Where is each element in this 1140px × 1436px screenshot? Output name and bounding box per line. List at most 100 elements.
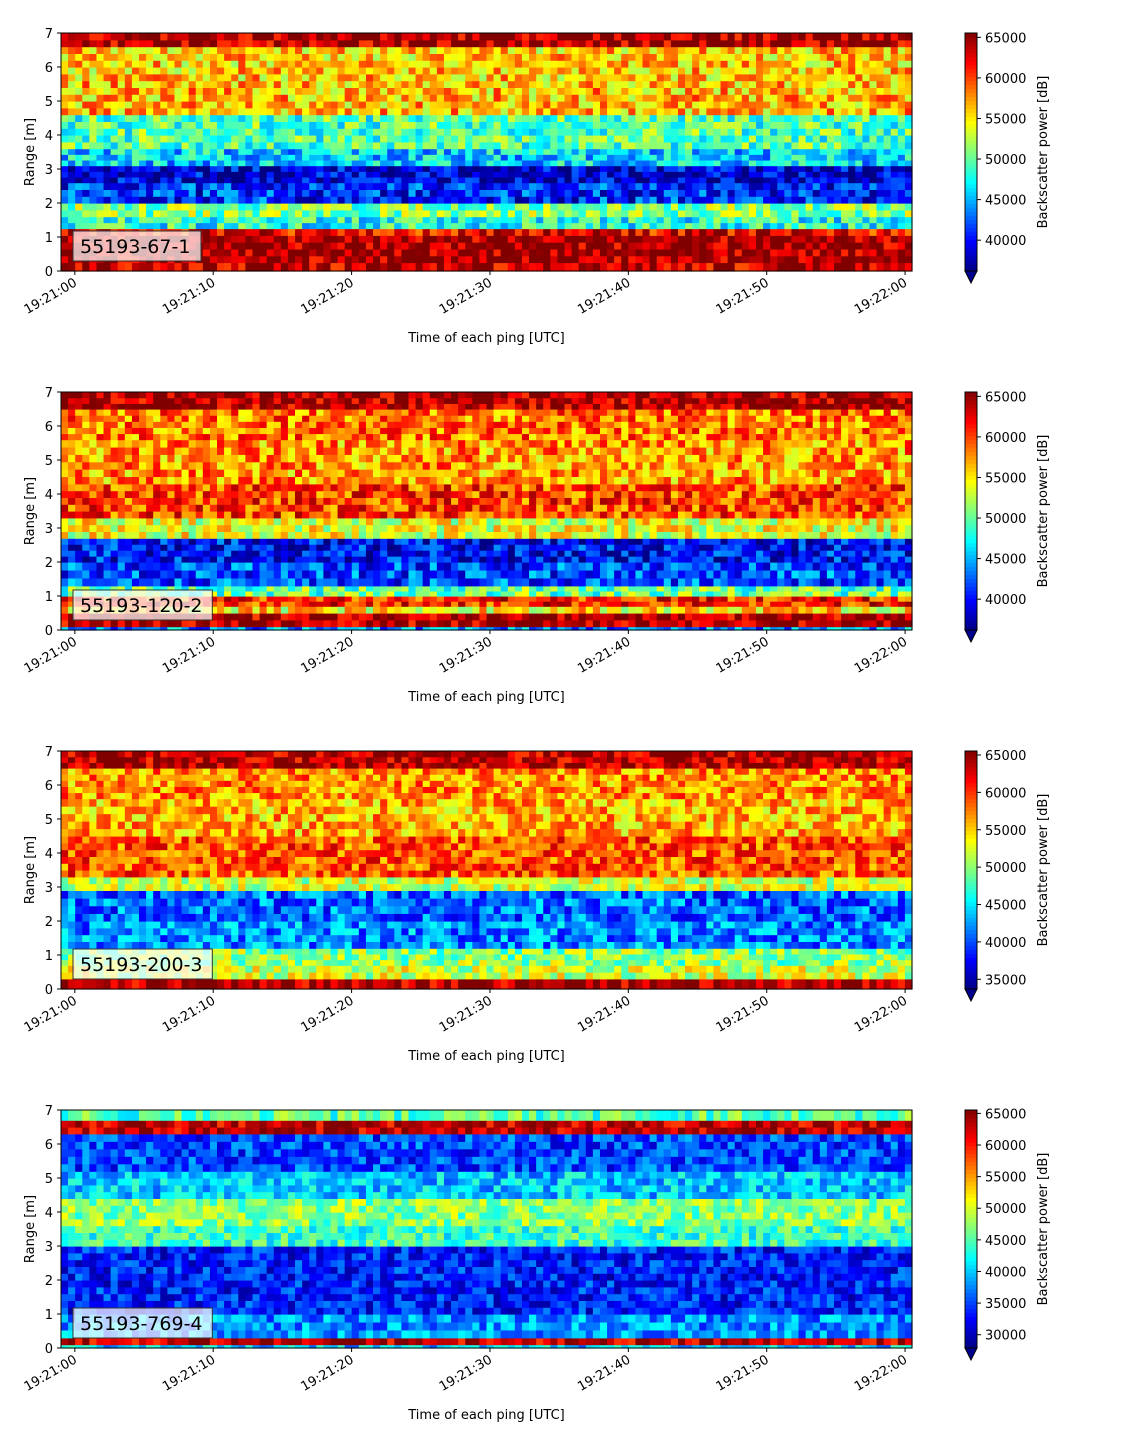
heatmap-cell xyxy=(337,141,346,150)
heatmap-cell xyxy=(124,504,133,512)
heatmap-cell xyxy=(238,80,246,88)
heatmap-cell xyxy=(110,67,119,75)
heatmap-cell xyxy=(344,80,353,88)
colorbar-segment xyxy=(965,52,977,58)
heatmap-cell xyxy=(96,159,105,167)
heatmap-cell xyxy=(224,235,232,243)
heatmap-cell xyxy=(656,176,665,184)
colorbar-segment xyxy=(965,144,977,149)
heatmap-cell xyxy=(465,121,473,129)
heatmap-cell xyxy=(373,209,381,218)
heatmap-cell xyxy=(238,121,246,129)
heatmap-cell xyxy=(209,60,218,68)
heatmap-cell xyxy=(380,60,388,68)
heatmap-cell xyxy=(465,242,473,250)
heatmap-cell xyxy=(904,121,913,129)
heatmap-cell xyxy=(146,60,154,68)
heatmap-cell xyxy=(75,421,83,428)
heatmap-cell xyxy=(209,53,218,61)
heatmap-cell xyxy=(876,262,885,272)
heatmap-cell xyxy=(358,135,367,143)
heatmap-cell xyxy=(181,135,190,143)
heatmap-cell xyxy=(124,469,133,478)
heatmap-cell xyxy=(351,189,360,197)
heatmap-cell xyxy=(231,67,239,75)
x-tick-label: 19:21:40 xyxy=(575,275,633,317)
heatmap-cell xyxy=(727,154,736,161)
heatmap-cell xyxy=(614,33,622,41)
heatmap-cell xyxy=(238,189,246,197)
heatmap-cell xyxy=(394,73,402,82)
heatmap-cell xyxy=(748,235,757,243)
heatmap-cell xyxy=(309,255,317,264)
heatmap-cell xyxy=(202,209,211,218)
heatmap-cell xyxy=(373,107,381,116)
heatmap-cell xyxy=(677,209,686,218)
heatmap-cell xyxy=(550,128,559,136)
heatmap-cell xyxy=(316,182,324,190)
heatmap-cell xyxy=(124,454,133,463)
heatmap-cell xyxy=(493,154,502,161)
heatmap-cell xyxy=(784,141,793,150)
heatmap-cell xyxy=(536,107,544,116)
colorbar-segment xyxy=(965,227,977,232)
heatmap-cell xyxy=(614,73,622,82)
heatmap-cell xyxy=(139,403,147,410)
heatmap-cell xyxy=(670,128,679,136)
heatmap-cell xyxy=(103,569,112,579)
heatmap-cell xyxy=(451,107,459,116)
heatmap-cell xyxy=(897,94,906,102)
heatmap-cell xyxy=(543,148,551,155)
heatmap-cell xyxy=(245,80,254,88)
heatmap-cell xyxy=(436,60,445,68)
heatmap-cell xyxy=(677,228,686,236)
heatmap-cell xyxy=(139,101,147,109)
heatmap-cell xyxy=(295,33,303,41)
heatmap-cell xyxy=(748,154,757,161)
heatmap-cell xyxy=(202,73,211,82)
heatmap-cell xyxy=(146,531,154,539)
heatmap-cell xyxy=(529,182,537,190)
heatmap-cell xyxy=(727,182,736,190)
heatmap-cell xyxy=(401,53,410,61)
heatmap-cell xyxy=(521,46,530,54)
heatmap-cell xyxy=(224,228,232,236)
heatmap-cell xyxy=(713,242,722,250)
heatmap-cell xyxy=(458,242,466,250)
heatmap-cell xyxy=(670,262,679,272)
heatmap-cell xyxy=(174,87,183,95)
heatmap-cell xyxy=(720,121,729,129)
heatmap-cell xyxy=(578,141,587,150)
heatmap-cell xyxy=(124,433,133,441)
heatmap-cell xyxy=(302,141,310,150)
heatmap-cell xyxy=(784,67,793,75)
heatmap-cell xyxy=(124,107,133,116)
heatmap-cell xyxy=(68,73,76,82)
heatmap-cell xyxy=(89,476,98,485)
heatmap-cell xyxy=(280,171,289,178)
heatmap-cell xyxy=(238,176,246,184)
heatmap-cell xyxy=(812,209,821,218)
heatmap-cell xyxy=(131,60,140,68)
heatmap-cell xyxy=(153,446,161,455)
heatmap-cell xyxy=(124,216,133,224)
heatmap-cell xyxy=(585,228,594,236)
heatmap-cell xyxy=(585,128,594,136)
heatmap-cell xyxy=(748,67,757,75)
heatmap-cell xyxy=(819,101,828,109)
heatmap-cell xyxy=(131,531,140,539)
heatmap-cell xyxy=(68,596,76,602)
heatmap-cell xyxy=(245,222,254,230)
heatmap-cell xyxy=(287,46,296,54)
heatmap-cell xyxy=(848,154,856,161)
heatmap-cell xyxy=(443,46,452,54)
heatmap-cell xyxy=(309,165,317,172)
heatmap-cell xyxy=(266,165,275,172)
heatmap-cell xyxy=(493,165,502,172)
heatmap-cell xyxy=(429,262,438,272)
heatmap-cell xyxy=(685,53,693,61)
heatmap-cell xyxy=(564,148,573,155)
heatmap-cell xyxy=(103,433,112,441)
heatmap-cell xyxy=(507,141,516,150)
heatmap-cell xyxy=(472,216,481,224)
